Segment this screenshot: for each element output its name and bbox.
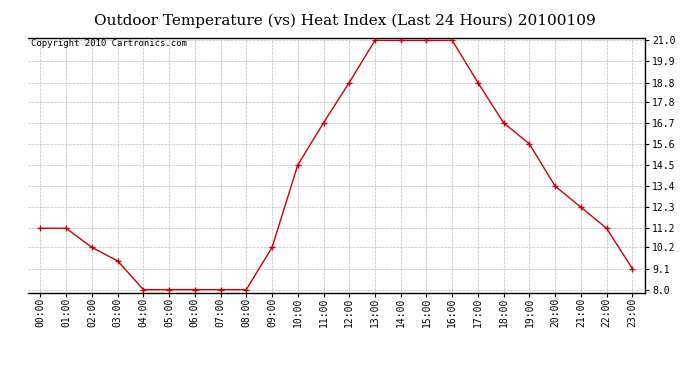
- Text: Copyright 2010 Cartronics.com: Copyright 2010 Cartronics.com: [30, 39, 186, 48]
- Text: Outdoor Temperature (vs) Heat Index (Last 24 Hours) 20100109: Outdoor Temperature (vs) Heat Index (Las…: [94, 13, 596, 27]
